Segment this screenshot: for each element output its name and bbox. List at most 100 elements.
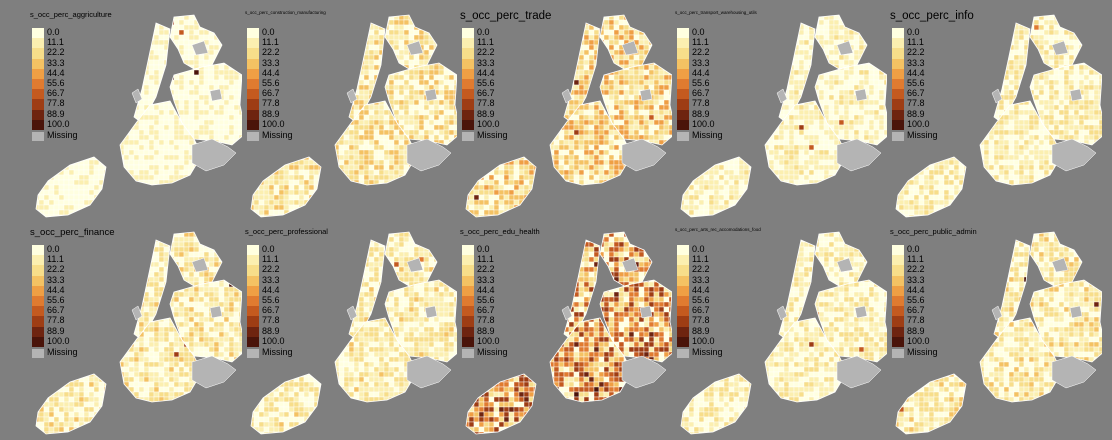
legend-tick-label: 88.9 [262,109,280,119]
legend-swatch [247,286,259,297]
legend-swatch [247,79,259,90]
legend-tick-label: 0.0 [692,244,705,254]
legend-tick-label: 55.6 [907,78,925,88]
legend-swatch [677,110,689,121]
missing-area [210,89,222,101]
missing-swatch [247,132,259,141]
legend-tick-label: 11.1 [907,254,924,264]
legend-swatch [892,255,904,266]
map-title: s_occ_perc_arts_rec_accomodations_food [675,227,761,232]
legend-tick-label: 11.1 [477,37,494,47]
legend-swatch [247,38,259,49]
legend-tick-label: 33.3 [477,275,495,285]
legend-tick-label: 66.7 [262,305,280,315]
legend-swatch [32,28,44,39]
missing-area [1070,306,1082,318]
missing-label: Missing [477,347,508,357]
legend-entry: 100.0 [32,337,92,348]
legend-swatch [892,337,904,348]
legend-swatch [677,89,689,100]
legend-swatch [677,59,689,70]
legend-tick-label: 66.7 [907,88,925,98]
legend-tick-label: 11.1 [907,37,924,47]
legend-swatch [247,120,259,131]
legend-tick-label: 66.7 [47,88,65,98]
legend-entry: 100.0 [462,337,522,348]
legend-swatch [677,327,689,338]
legend-tick-label: 22.2 [47,47,65,57]
map-title: s_occ_perc_finance [30,227,115,238]
legend-swatch [462,38,474,49]
legend-tick-label: 44.4 [907,68,925,78]
legend-swatch [892,306,904,317]
legend-swatch [462,337,474,348]
legend-tick-label: 100.0 [907,119,930,129]
map-title: s_occ_perc_aggriculture [30,10,112,19]
legend-tick-label: 77.8 [907,98,925,108]
legend-tick-label: 11.1 [47,254,64,264]
legend-swatch [892,79,904,90]
map-title: s_occ_perc_trade [460,10,551,22]
legend-tick-label: 66.7 [907,305,925,315]
legend-tick-label: 33.3 [907,58,925,68]
legend-swatch [247,296,259,307]
legend-swatch [462,327,474,338]
legend-tick-label: 22.2 [907,47,925,57]
missing-swatch [892,132,904,141]
legend-swatch [677,265,689,276]
map-panel: s_occ_perc_edu_health 0.0 11.1 22.2 33.3 44.4… [454,222,672,437]
legend-tick-label: 44.4 [262,285,280,295]
legend-swatch [677,99,689,110]
legend-swatch [462,89,474,100]
missing-swatch [32,132,44,141]
legend-swatch [462,59,474,70]
legend-swatch [462,48,474,59]
legend-tick-label: 88.9 [477,109,495,119]
legend-swatch [462,79,474,90]
legend-tick-label: 33.3 [47,275,65,285]
missing-swatch [892,349,904,358]
legend-swatch [462,99,474,110]
legend-swatch [677,296,689,307]
legend-swatch [677,79,689,90]
legend-tick-label: 55.6 [477,295,495,305]
map-title: s_occ_perc_construction_manufacturing [245,10,326,15]
legend-tick-label: 55.6 [47,295,65,305]
legend-tick-label: 44.4 [262,68,280,78]
legend-tick-label: 100.0 [262,336,285,346]
legend-tick-label: 0.0 [47,244,60,254]
legend-swatch [32,120,44,131]
legend-swatch [32,306,44,317]
map-title: s_occ_perc_info [890,10,974,22]
legend-swatch [247,265,259,276]
legend-tick-label: 0.0 [47,27,60,37]
map-panel: s_occ_perc_finance 0.0 11.1 22.2 33.3 44.4 55.… [24,222,242,437]
legend-swatch [32,38,44,49]
missing-swatch [32,349,44,358]
legend-swatch [32,48,44,59]
legend-tick-label: 33.3 [907,275,925,285]
legend-entry: 100.0 [677,120,737,131]
legend-tick-label: 88.9 [907,326,925,336]
legend-swatch [892,265,904,276]
legend-tick-label: 77.8 [262,315,280,325]
legend-tick-label: 88.9 [47,326,65,336]
legend-swatch [32,99,44,110]
legend-tick-label: 0.0 [477,27,490,37]
map-title: s_occ_perc_transport_warehousing_utils [675,10,757,15]
legend-tick-label: 88.9 [262,326,280,336]
legend-swatch [247,276,259,287]
legend-entry: 100.0 [677,337,737,348]
legend-swatch [247,306,259,317]
legend-tick-label: 77.8 [47,98,65,108]
legend-tick-label: 55.6 [47,78,65,88]
legend-tick-label: 0.0 [907,244,920,254]
legend-swatch [32,276,44,287]
legend-swatch [247,245,259,256]
missing-label: Missing [262,130,293,140]
legend-tick-label: 44.4 [477,68,495,78]
legend-tick-label: 33.3 [477,58,495,68]
legend-tick-label: 100.0 [692,119,715,129]
legend-tick-label: 100.0 [262,119,285,129]
legend-tick-label: 66.7 [692,88,710,98]
